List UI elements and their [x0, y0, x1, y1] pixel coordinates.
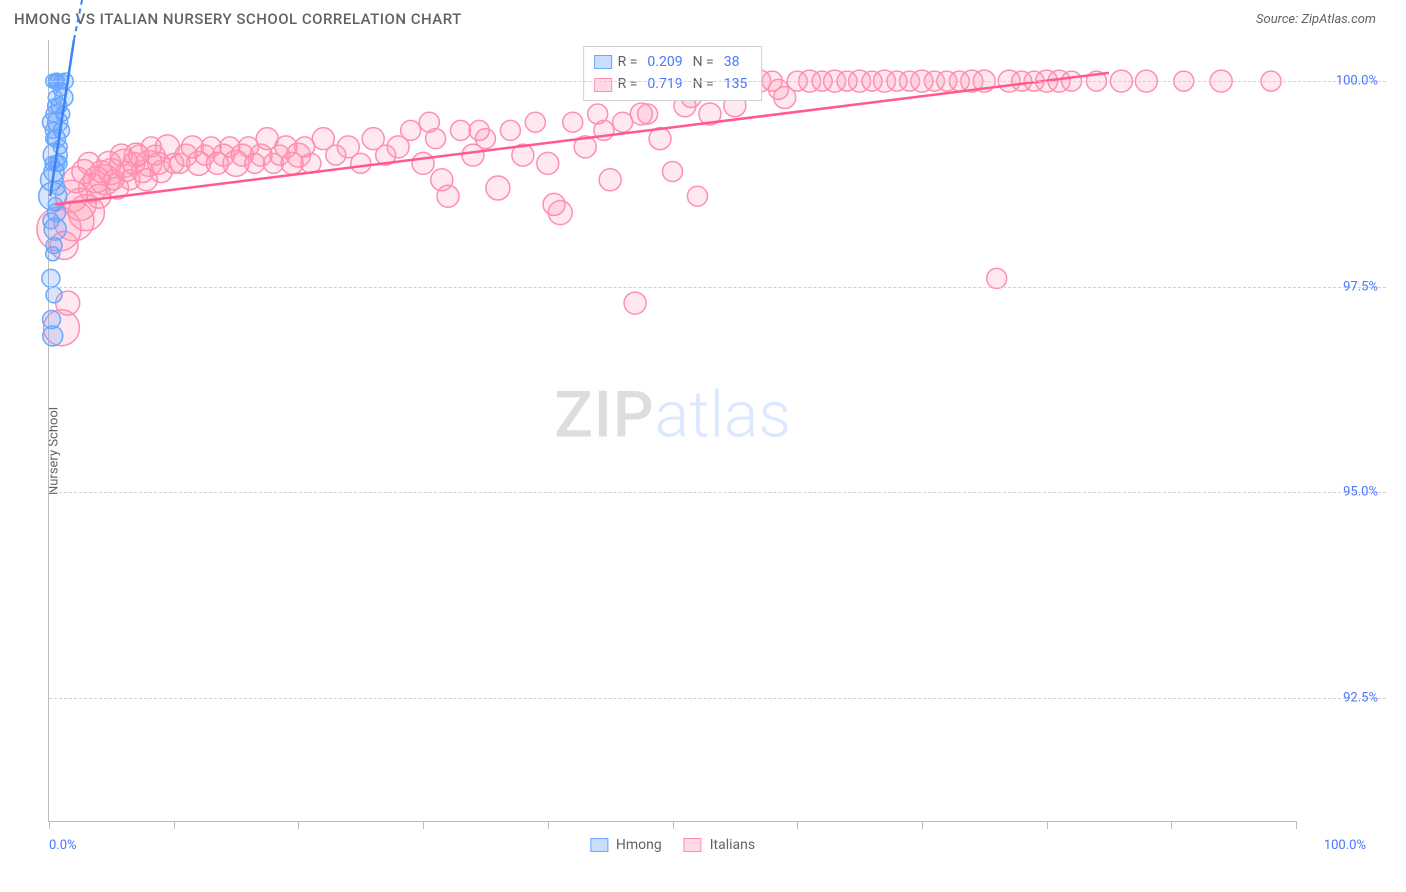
legend-italians-r: 0.719: [643, 73, 686, 95]
plot-area: ZIPatlas R = 0.209 N = 38 R = 0.719 N = …: [48, 40, 1296, 822]
y-tick-label: 95.0%: [1343, 485, 1378, 500]
chart-title: HMONG VS ITALIAN NURSERY SCHOOL CORRELAT…: [14, 10, 462, 28]
y-tick-label: 97.5%: [1343, 279, 1378, 294]
x-tick: [49, 821, 50, 829]
legend-box: R = 0.209 N = 38 R = 0.719 N = 135: [583, 46, 763, 101]
gridline: [49, 698, 1386, 699]
y-tick-label: 92.5%: [1343, 690, 1378, 705]
gridline: [49, 81, 1386, 82]
x-tick: [423, 821, 424, 829]
plot-svg: [49, 40, 1296, 821]
x-tick: [922, 821, 923, 829]
legend-row-italians: R = 0.719 N = 135: [594, 73, 752, 95]
chart-source: Source: ZipAtlas.com: [1256, 12, 1376, 27]
x-tick: [1296, 821, 1297, 829]
gridline: [49, 492, 1386, 493]
x-axis-label-min: 0.0%: [49, 838, 77, 853]
x-tick: [673, 821, 674, 829]
legend-hmong-n: 38: [720, 51, 744, 73]
legend-italians-n: 135: [720, 73, 752, 95]
legend-n-label: N =: [693, 73, 714, 95]
legend-hmong-r: 0.209: [643, 51, 686, 73]
swatch-hmong-icon: [594, 55, 612, 69]
legend-row-hmong: R = 0.209 N = 38: [594, 51, 752, 73]
legend-r-label: R =: [618, 73, 638, 95]
x-tick: [1171, 821, 1172, 829]
bottom-legend-hmong-label: Hmong: [616, 837, 662, 853]
x-tick: [174, 821, 175, 829]
bottom-legend-italians: Italians: [684, 837, 755, 853]
swatch-hmong-icon: [590, 838, 608, 852]
bottom-legend-italians-label: Italians: [710, 837, 755, 853]
x-axis-label-max: 100.0%: [1324, 838, 1366, 853]
y-tick-label: 100.0%: [1336, 74, 1378, 89]
swatch-italians-icon: [684, 838, 702, 852]
x-tick: [548, 821, 549, 829]
x-tick: [298, 821, 299, 829]
legend-r-label: R =: [618, 51, 638, 73]
swatch-italians-icon: [594, 78, 612, 92]
x-tick: [1047, 821, 1048, 829]
legend-n-label: N =: [693, 51, 714, 73]
x-tick: [797, 821, 798, 829]
chart-header: HMONG VS ITALIAN NURSERY SCHOOL CORRELAT…: [0, 0, 1406, 34]
gridline: [49, 287, 1386, 288]
bottom-legend: Hmong Italians: [590, 837, 755, 853]
bottom-legend-hmong: Hmong: [590, 837, 662, 853]
chart-container: Nursery School ZIPatlas R = 0.209 N = 38…: [14, 40, 1386, 862]
